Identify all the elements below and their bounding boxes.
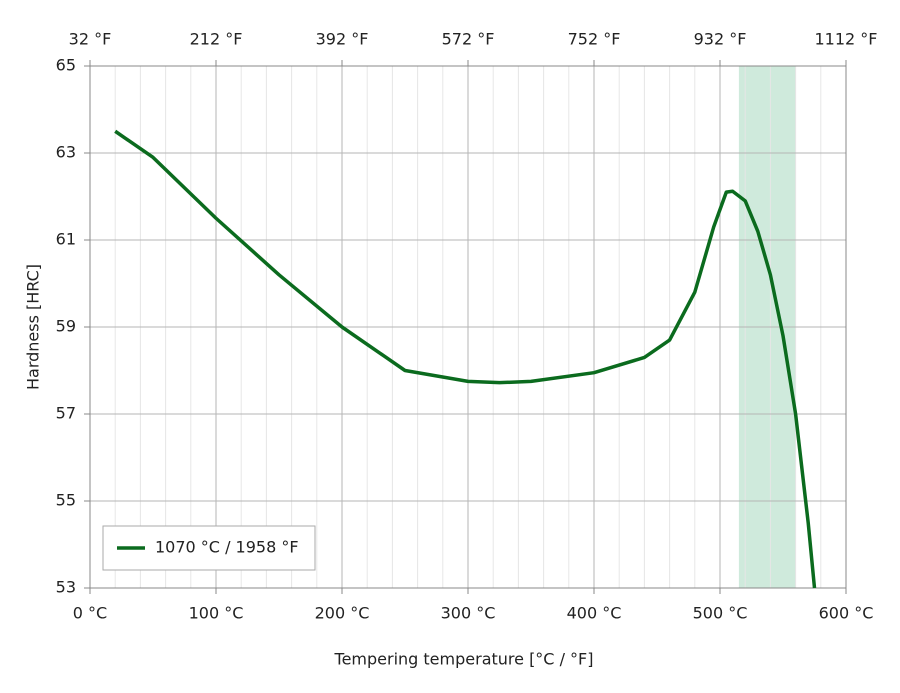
x-tick-label: 0 °C [73,604,107,623]
y-tick-label: 57 [56,404,76,423]
x2-tick-label: 1112 °F [814,30,877,49]
y-tick-label: 65 [56,56,76,75]
x-tick-label: 400 °C [567,604,622,623]
y-tick-label: 63 [56,143,76,162]
y-tick-label: 59 [56,317,76,336]
x-axis-label: Tempering temperature [°C / °F] [334,650,594,669]
x-tick-label: 500 °C [693,604,748,623]
y-tick-label: 61 [56,230,76,249]
x-tick-label: 100 °C [189,604,244,623]
plot-frame [89,65,847,589]
data-line [114,129,817,589]
x2-tick-label: 212 °F [190,30,243,49]
x2-tick-label: 392 °F [316,30,369,49]
legend-label: 1070 °C / 1958 °F [155,538,299,557]
x2-tick-label: 932 °F [694,30,747,49]
y-tick-label: 55 [56,491,76,510]
x-tick-label: 200 °C [315,604,370,623]
x2-tick-label: 752 °F [568,30,621,49]
y-axis-label: Hardness [HRC] [24,264,43,390]
y-tick-label: 53 [56,578,76,597]
x-tick-label: 300 °C [441,604,496,623]
x2-tick-label: 572 °F [442,30,495,49]
x-tick-label: 600 °C [819,604,874,623]
x2-tick-label: 32 °F [69,30,112,49]
